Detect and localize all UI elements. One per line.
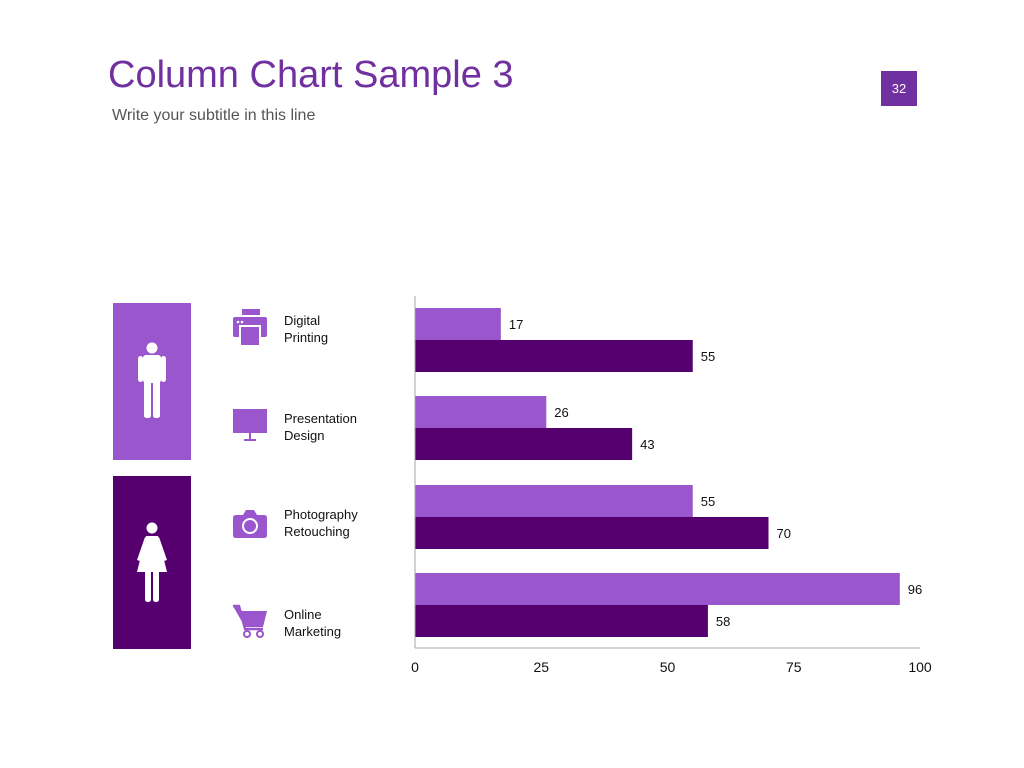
bar — [415, 605, 708, 637]
slide-subtitle: Write your subtitle in this line — [112, 107, 316, 124]
data-label: 58 — [716, 614, 730, 629]
data-label: 26 — [554, 405, 568, 420]
bar — [415, 573, 900, 605]
bar — [415, 485, 693, 517]
shopping-cart-icon — [233, 604, 267, 638]
bar — [415, 340, 693, 372]
category-label-digital-printing: Digital Printing — [284, 313, 329, 345]
bar — [415, 428, 633, 460]
data-label: 55 — [701, 349, 715, 364]
category-label-online-marketing: Online Marketing — [284, 607, 342, 639]
x-tick-label: 75 — [786, 659, 802, 675]
data-label: 96 — [908, 582, 922, 597]
bar — [415, 517, 769, 549]
x-tick-label: 100 — [908, 659, 932, 675]
bar — [415, 308, 501, 340]
category-label-presentation-design: Presentation Design — [284, 411, 357, 443]
x-tick-label: 25 — [533, 659, 549, 675]
male-panel — [113, 303, 191, 460]
category-label-photography-retouching: Photography Retouching — [284, 507, 358, 539]
x-tick-label: 0 — [411, 659, 419, 675]
data-label: 17 — [509, 317, 523, 332]
x-tick-label: 50 — [660, 659, 676, 675]
monitor-icon — [233, 409, 267, 441]
data-label: 70 — [777, 526, 791, 541]
female-icon — [137, 522, 167, 602]
page-number-badge: 32 — [881, 71, 917, 106]
camera-icon — [233, 510, 267, 538]
female-panel — [113, 476, 191, 649]
printer-icon — [233, 309, 267, 345]
slide-title: Column Chart Sample 3 — [108, 54, 514, 96]
data-label: 55 — [701, 494, 715, 509]
male-icon — [138, 342, 166, 418]
bar — [415, 396, 547, 428]
data-label: 43 — [640, 437, 654, 452]
